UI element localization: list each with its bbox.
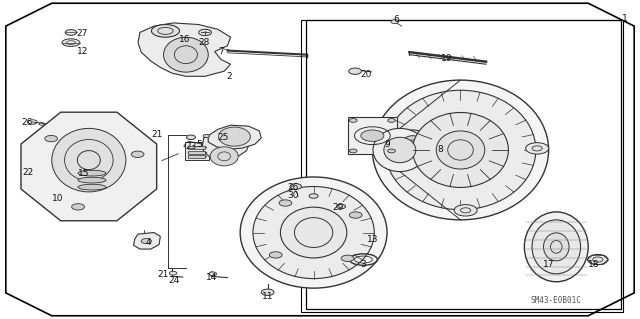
Text: 26: 26 bbox=[287, 183, 299, 192]
Circle shape bbox=[141, 239, 152, 244]
Polygon shape bbox=[21, 112, 157, 221]
Circle shape bbox=[209, 272, 216, 276]
Ellipse shape bbox=[218, 127, 250, 146]
Ellipse shape bbox=[413, 113, 508, 188]
Circle shape bbox=[341, 255, 354, 262]
Text: 24: 24 bbox=[169, 276, 180, 285]
Text: 1: 1 bbox=[622, 14, 628, 23]
Bar bbox=[188, 155, 205, 158]
Circle shape bbox=[131, 151, 144, 158]
Polygon shape bbox=[134, 233, 161, 249]
Text: 26: 26 bbox=[22, 117, 33, 127]
Ellipse shape bbox=[78, 184, 106, 190]
Text: 17: 17 bbox=[543, 260, 554, 270]
Ellipse shape bbox=[253, 187, 374, 278]
Circle shape bbox=[203, 134, 209, 137]
Circle shape bbox=[525, 143, 548, 154]
Ellipse shape bbox=[280, 207, 347, 258]
Ellipse shape bbox=[372, 80, 548, 220]
Text: 19: 19 bbox=[441, 54, 452, 63]
Bar bbox=[184, 142, 209, 160]
Polygon shape bbox=[208, 125, 261, 149]
Text: 13: 13 bbox=[367, 235, 378, 244]
Ellipse shape bbox=[373, 128, 427, 172]
Ellipse shape bbox=[436, 131, 484, 169]
Text: 25: 25 bbox=[217, 133, 228, 142]
Circle shape bbox=[269, 252, 282, 258]
Ellipse shape bbox=[210, 147, 238, 166]
Text: 12: 12 bbox=[77, 47, 88, 56]
Text: 2: 2 bbox=[227, 72, 232, 81]
Circle shape bbox=[349, 68, 362, 74]
Text: 29: 29 bbox=[332, 203, 344, 212]
Circle shape bbox=[184, 144, 191, 148]
Ellipse shape bbox=[164, 37, 208, 72]
Bar bbox=[348, 117, 397, 154]
Text: 20: 20 bbox=[360, 70, 372, 79]
Text: 16: 16 bbox=[179, 35, 190, 44]
Circle shape bbox=[239, 139, 245, 143]
Circle shape bbox=[170, 271, 177, 275]
Text: 15: 15 bbox=[78, 169, 90, 178]
Ellipse shape bbox=[384, 137, 416, 163]
Text: 11: 11 bbox=[262, 292, 273, 301]
Circle shape bbox=[349, 212, 362, 218]
Ellipse shape bbox=[401, 136, 424, 155]
Ellipse shape bbox=[385, 90, 536, 210]
Circle shape bbox=[388, 149, 396, 153]
Text: 27: 27 bbox=[77, 29, 88, 38]
Circle shape bbox=[361, 130, 384, 141]
Text: 18: 18 bbox=[588, 260, 599, 270]
Text: 10: 10 bbox=[52, 194, 64, 203]
Circle shape bbox=[391, 20, 399, 24]
Text: 21: 21 bbox=[152, 130, 163, 139]
Ellipse shape bbox=[394, 130, 432, 160]
Circle shape bbox=[309, 194, 318, 198]
Ellipse shape bbox=[240, 177, 387, 288]
Bar bbox=[188, 146, 205, 149]
Polygon shape bbox=[138, 23, 230, 76]
Ellipse shape bbox=[52, 128, 126, 192]
Ellipse shape bbox=[524, 212, 588, 282]
Ellipse shape bbox=[78, 177, 106, 183]
Circle shape bbox=[349, 119, 357, 122]
Text: 8: 8 bbox=[437, 145, 443, 154]
Circle shape bbox=[72, 204, 84, 210]
Circle shape bbox=[198, 29, 211, 36]
Text: SM43-E0B01C: SM43-E0B01C bbox=[531, 296, 582, 305]
Ellipse shape bbox=[62, 39, 80, 47]
Text: 3: 3 bbox=[360, 260, 366, 270]
Circle shape bbox=[186, 135, 195, 139]
Circle shape bbox=[65, 30, 77, 35]
Text: 9: 9 bbox=[384, 140, 390, 149]
Circle shape bbox=[349, 149, 357, 153]
Text: 7: 7 bbox=[218, 47, 224, 56]
Text: 22: 22 bbox=[22, 168, 33, 177]
Circle shape bbox=[290, 184, 301, 189]
Ellipse shape bbox=[543, 233, 569, 261]
Ellipse shape bbox=[532, 220, 580, 274]
Circle shape bbox=[454, 204, 477, 216]
Text: 28: 28 bbox=[198, 38, 209, 47]
Circle shape bbox=[261, 289, 274, 295]
Ellipse shape bbox=[78, 170, 106, 176]
Text: 21: 21 bbox=[158, 270, 169, 279]
Circle shape bbox=[388, 119, 396, 122]
Circle shape bbox=[45, 136, 58, 142]
Text: 14: 14 bbox=[205, 273, 217, 282]
Text: 23: 23 bbox=[186, 142, 196, 151]
Circle shape bbox=[279, 200, 292, 206]
Text: 6: 6 bbox=[394, 15, 399, 24]
Text: 5: 5 bbox=[196, 140, 202, 149]
Ellipse shape bbox=[152, 25, 179, 37]
Circle shape bbox=[337, 204, 346, 209]
Bar bbox=[188, 151, 205, 154]
Text: 30: 30 bbox=[287, 190, 299, 200]
Polygon shape bbox=[202, 133, 250, 160]
Text: 4: 4 bbox=[146, 238, 152, 247]
Circle shape bbox=[588, 255, 608, 265]
